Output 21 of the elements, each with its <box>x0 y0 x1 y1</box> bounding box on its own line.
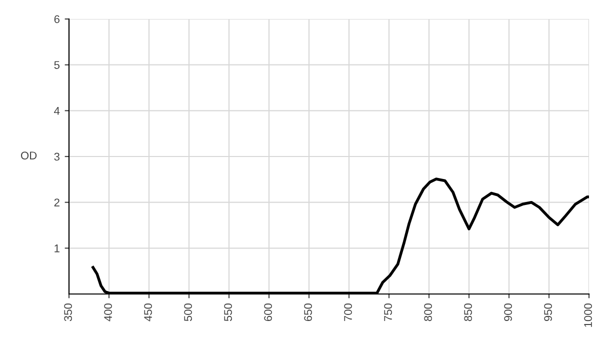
y-axis-title: OD <box>20 152 37 160</box>
x-tick-label: 1000 <box>584 303 592 327</box>
x-tick-label: 450 <box>144 303 152 322</box>
x-tick-label: 550 <box>224 303 232 322</box>
y-tick-label: 4 <box>54 107 60 115</box>
x-tick-label: 600 <box>264 303 272 321</box>
y-tick-label: 1 <box>54 244 60 252</box>
x-tick-label: 800 <box>424 303 432 322</box>
x-tick-label: 900 <box>504 303 512 322</box>
y-tick-label: 6 <box>54 15 60 24</box>
x-tick-label: 750 <box>384 303 392 321</box>
x-tick-label: 350 <box>64 303 72 322</box>
x-tick-label: 500 <box>184 303 192 322</box>
y-tick-label: 3 <box>54 152 60 161</box>
x-tick-label: 850 <box>464 303 472 322</box>
x-tick-label: 400 <box>104 303 112 322</box>
x-tick-label: 950 <box>544 303 552 322</box>
x-tick-label: 650 <box>304 303 312 321</box>
x-tick-label: 700 <box>344 303 352 321</box>
y-tick-label: 2 <box>54 198 60 206</box>
y-tick-label: 5 <box>54 61 60 69</box>
